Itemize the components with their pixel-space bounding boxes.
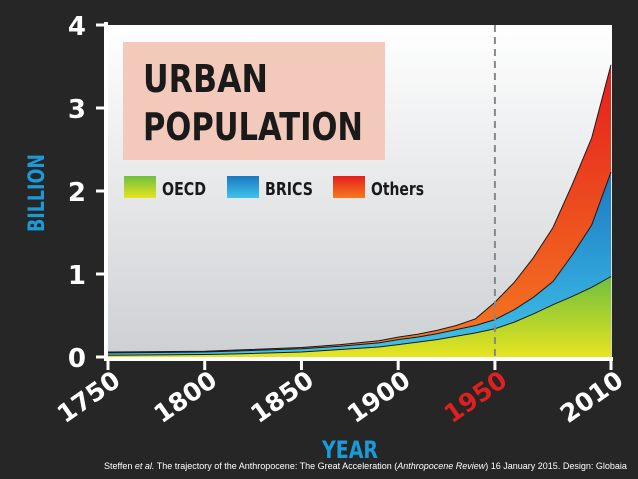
x-tick-label-highlight: 1950 xyxy=(439,365,513,429)
legend-label-brics: BRICS xyxy=(265,179,313,200)
legend-swatch-oecd xyxy=(124,176,156,198)
title-box xyxy=(123,42,385,160)
outline-brics xyxy=(107,171,612,354)
series-outline-group xyxy=(107,64,612,356)
caption-pre: The trajectory of the Anthropocene: The … xyxy=(156,461,398,471)
outline-others xyxy=(107,64,612,353)
area-series-group xyxy=(108,64,611,357)
x-tick-label: 1750 xyxy=(52,365,126,429)
caption-et-al: et al. xyxy=(134,461,155,471)
y-tick-label: 4 xyxy=(68,12,86,42)
chart-title-line-2: POPULATION xyxy=(143,105,363,149)
caption-journal: Anthropocene Review xyxy=(397,461,486,471)
legend-swatch-others xyxy=(333,176,365,198)
x-tick-group: 1750 1800 1850 1900 1950 2010 xyxy=(52,357,629,429)
y-axis-label: BILLION xyxy=(25,154,50,232)
legend-label-others: Others xyxy=(371,179,424,200)
y-tick-label: 1 xyxy=(68,261,86,291)
y-tick-label: 2 xyxy=(68,178,86,208)
caption-post: ) 16 January 2015. Design: Globaia xyxy=(485,461,627,471)
outline-oecd xyxy=(107,276,612,356)
x-tick-label: 1800 xyxy=(149,365,223,429)
x-tick-label: 1850 xyxy=(245,365,319,429)
x-tick-label: 2010 xyxy=(555,365,629,429)
area-oecd xyxy=(108,276,611,357)
legend: OECD BRICS Others xyxy=(124,176,424,200)
caption-authors: Steffen xyxy=(104,461,133,471)
x-axis-label: YEAR xyxy=(321,436,378,464)
y-tick-label: 0 xyxy=(68,344,86,374)
x-tick-label: 1900 xyxy=(342,365,416,429)
y-tick-label: 3 xyxy=(68,95,86,125)
source-caption: Steffen et al. The trajectory of the Ant… xyxy=(104,461,627,471)
legend-swatch-brics xyxy=(227,176,259,198)
y-tick-group: 0 1 2 3 4 xyxy=(68,12,108,374)
chart-title-line-1: URBAN xyxy=(143,57,268,101)
legend-label-oecd: OECD xyxy=(162,179,206,200)
